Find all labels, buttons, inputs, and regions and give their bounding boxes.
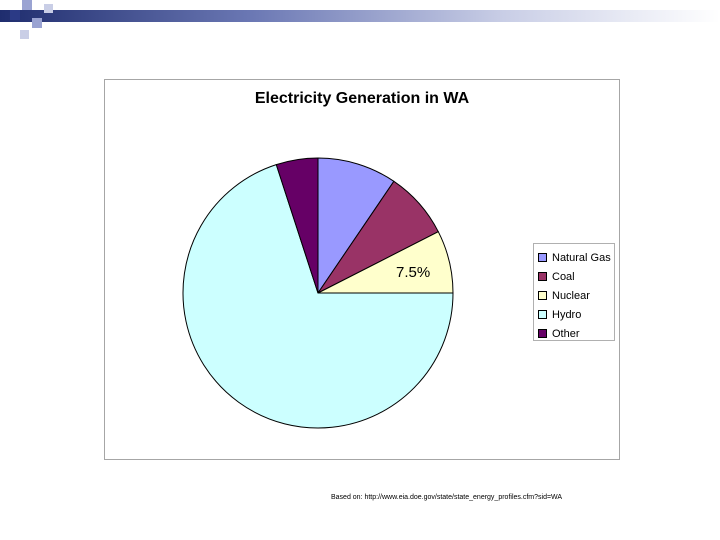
legend-item-other: Other bbox=[538, 324, 614, 343]
decor-square-1 bbox=[10, 10, 20, 20]
legend-item-hydro: Hydro bbox=[538, 305, 614, 324]
pie-slice-hydro bbox=[182, 163, 454, 429]
legend-swatch bbox=[538, 310, 547, 319]
chart-area: Electricity Generation in WA 7.5% Natura… bbox=[104, 79, 620, 460]
legend-swatch bbox=[538, 253, 547, 262]
legend-label: Other bbox=[552, 327, 580, 340]
decor-square-3 bbox=[32, 18, 42, 28]
legend-item-coal: Coal bbox=[538, 267, 614, 286]
legend-item-nuclear: Nuclear bbox=[538, 286, 614, 305]
legend-item-natural-gas: Natural Gas bbox=[538, 248, 614, 267]
legend-swatch bbox=[538, 272, 547, 281]
source-note: Based on: http://www.eia.doe.gov/state/s… bbox=[331, 494, 563, 501]
chart-legend: Natural Gas Coal Nuclear Hydro Other bbox=[533, 243, 615, 341]
pie-slice-natural-gas bbox=[317, 157, 395, 295]
decor-square-2 bbox=[22, 0, 32, 10]
header-gradient-bar bbox=[0, 10, 720, 22]
legend-label: Hydro bbox=[552, 308, 582, 321]
pie-slice-other bbox=[275, 157, 319, 294]
pie-chart bbox=[182, 157, 454, 429]
legend-label: Natural Gas bbox=[552, 251, 611, 264]
legend-swatch bbox=[538, 291, 547, 300]
legend-swatch bbox=[538, 329, 547, 338]
chart-title: Electricity Generation in WA bbox=[254, 90, 470, 107]
data-label-nuclear: 7.5% bbox=[396, 264, 431, 281]
decor-square-4 bbox=[44, 4, 53, 13]
decor-square-5 bbox=[20, 30, 29, 39]
legend-label: Coal bbox=[552, 270, 575, 283]
legend-label: Nuclear bbox=[552, 289, 590, 302]
